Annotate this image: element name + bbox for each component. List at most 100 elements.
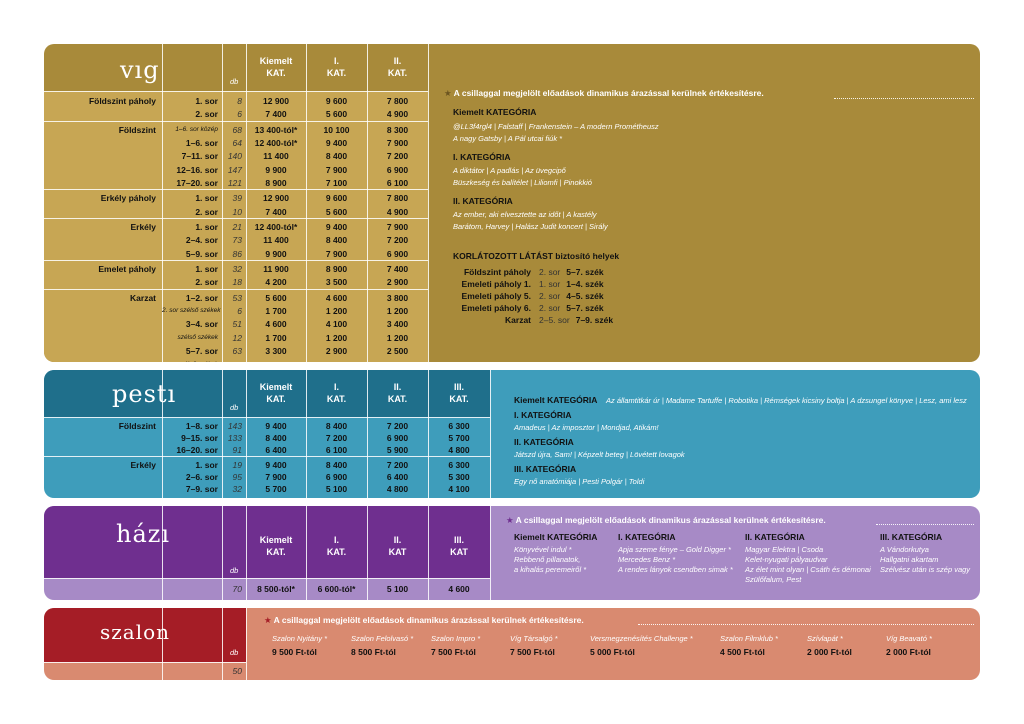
vig-table-row: 2–4. sor 73 11 400 8 400 7 200 xyxy=(44,234,428,246)
vig-price-kat2: 2 900 xyxy=(386,277,409,288)
vig-row-db: 18 xyxy=(232,277,242,288)
vig-row-sor: 2. sor xyxy=(195,206,218,217)
vig-table-row: 2. sor 18 4 200 3 500 2 900 xyxy=(44,276,428,288)
pesti-kiemelt-list: Az államtitkár úr | Madame Tartuffe | Ro… xyxy=(606,396,967,405)
vig-kiemelt-list-1: @LL3f4rgl4 | Falstaff | Frankenstein – A… xyxy=(453,122,659,131)
vig-price-kat2: 7 800 xyxy=(386,96,409,106)
vig-group-separator xyxy=(44,218,428,219)
korlatozott-sor: 2–5. sor xyxy=(539,315,570,325)
vig-row-sor: 1. sor xyxy=(195,264,218,274)
korlatozott-sor: 2. sor xyxy=(539,303,561,313)
pesti-row-sor: 2–6. sor xyxy=(185,472,218,482)
szalon-program-name: Víg Beavató * xyxy=(886,634,932,643)
vig-row-label: Erkély xyxy=(130,222,156,232)
vig-price-kat2: 6 900 xyxy=(386,164,409,175)
pesti-price-kat2: 6 900 xyxy=(386,433,409,443)
pesti-price-kat1: 6 100 xyxy=(325,445,348,455)
szalon-program-name: Szívlapát * xyxy=(807,634,843,643)
vig-price-kat1: 9 600 xyxy=(325,96,348,106)
pesti-row-sor: 9–15. sor xyxy=(181,433,218,443)
pesti-price-kat2: 5 900 xyxy=(386,445,409,455)
pesti-kiemelt-title: Kiemelt KATEGÓRIA xyxy=(514,395,598,405)
pesti-kat3-list: Egy nő anatómiája | Pesti Polgár | Toldi xyxy=(514,477,645,486)
pesti-kat3-title: III. KATEGÓRIA xyxy=(514,464,577,474)
pesti-table-row: 2–6. sor 95 7 900 6 900 6 400 5 300 xyxy=(44,471,490,483)
vig-kat1-list-2: Büszkeség és balítélet | Liliomfi | Pino… xyxy=(453,178,592,187)
szalon-logo: szalon xyxy=(100,620,171,644)
vig-row-db: 51 xyxy=(232,319,242,330)
vig-dynamic-note: ★ A csillaggal megjelölt előadások dinam… xyxy=(444,88,764,98)
vig-row-sor: 2. sor xyxy=(195,109,218,120)
szalon-program-price: 9 500 Ft-tól xyxy=(272,647,317,657)
pesti-price-kat3: 4 100 xyxy=(448,484,470,494)
vig-price-kat2: 3 400 xyxy=(386,319,409,330)
vig-price-kat2: 1 200 xyxy=(367,359,428,362)
pesti-logo: pestı xyxy=(112,380,177,408)
pesti-kat2-title: II. KATEGÓRIA xyxy=(514,437,574,447)
vig-price-kiemelt: 13 400-tól* xyxy=(254,124,298,135)
pesti-price-kiemelt: 7 900 xyxy=(265,472,287,482)
vig-price-kat1: 5 600 xyxy=(325,206,348,217)
pesti-price-kat1: 8 400 xyxy=(325,460,348,470)
vig-price-kat2: 1 200 xyxy=(386,332,409,343)
vig-row-db: 10 xyxy=(232,206,242,217)
vig-row-sor: 1. sor xyxy=(195,193,218,204)
pesti-kat1-list: Amadeus | Az imposztor | Mondjad, Atikám… xyxy=(514,423,659,432)
vig-header-kat2: II. KAT. xyxy=(387,56,408,78)
hazi-category-item: Rebbenő pillanatok, xyxy=(514,555,581,564)
vig-korlatozott-item: Emeleti páholy 6. 2. sor 5–7. szék xyxy=(453,303,604,313)
vig-row-db: 6 xyxy=(222,359,242,362)
vig-price-kat2: 8 300 xyxy=(386,124,409,135)
vig-korlatozott-item: Emeleti páholy 1. 1. sor 1–4. szék xyxy=(453,279,604,289)
korlatozott-szek: 5–7. szék xyxy=(566,267,604,277)
vig-row-label: Erkély páholy xyxy=(100,193,156,204)
hazi-category-title: II. KATEGÓRIA xyxy=(745,532,805,542)
pesti-price-kat3: 5 700 xyxy=(448,433,470,443)
vig-kat2-list-1: Az ember, aki elvesztette az időt | A ka… xyxy=(453,210,597,219)
pesti-table-row: 16–20. sor 91 6 400 6 100 5 900 4 800 xyxy=(44,444,490,456)
vig-price-kiemelt: 9 900 xyxy=(265,248,287,259)
vig-group-separator xyxy=(44,120,428,122)
pesti-row-db: 143 xyxy=(227,421,242,431)
szalon-program-price: 2 000 Ft-tól xyxy=(886,647,931,657)
szalon-count-row: 50 xyxy=(232,666,242,676)
korlatozott-szek: 5–7. szék xyxy=(566,303,604,313)
vig-row-label: Karzat xyxy=(130,292,156,303)
vig-row-db: 21 xyxy=(232,222,242,232)
vig-table-row: 3–4. sor 51 4 600 4 100 3 400 xyxy=(44,318,428,330)
vig-price-kat1: 8 900 xyxy=(325,264,348,274)
vig-group-separator xyxy=(44,260,428,261)
vig-row-label: Emelet páholy xyxy=(98,264,156,274)
vig-price-kat2: 7 900 xyxy=(386,222,409,232)
vig-table-row: 2. sor 10 7 400 5 600 4 900 xyxy=(44,206,428,218)
vig-price-kat2: 7 800 xyxy=(386,193,409,204)
vig-row-sor: 5–9. sor xyxy=(185,248,218,259)
vig-row-db: 8 xyxy=(237,96,242,106)
korlatozott-sor: 2. sor xyxy=(539,267,561,277)
hazi-category-item: a kihalás peremeiről * xyxy=(514,565,587,574)
vig-price-kiemelt: 7 400 xyxy=(265,109,287,120)
hazi-category-item: Szélvész után is szép vagy xyxy=(880,565,971,574)
pesti-row-label: Erkély xyxy=(130,460,156,470)
pesti-table-row: Erkély 1. sor 19 9 400 8 400 7 200 6 300 xyxy=(44,459,490,471)
vig-price-kat1: 7 900 xyxy=(325,248,348,259)
hazi-category-title: I. KATEGÓRIA xyxy=(618,532,676,542)
vig-price-kat1: 9 600 xyxy=(325,193,348,204)
vig-header-kiemelt: Kiemelt KAT. xyxy=(259,56,293,78)
szalon-program-price: 7 500 Ft-tól xyxy=(510,647,555,657)
vig-row-label: Földszint páholy xyxy=(88,96,156,106)
vig-row-db: 140 xyxy=(227,151,242,162)
vig-table-row: Emelet páholy 1. sor 32 11 900 8 900 7 400 xyxy=(44,263,428,275)
vig-group-separator xyxy=(44,189,428,191)
pesti-row-label: Földszint xyxy=(118,421,156,431)
korlatozott-place: Karzat xyxy=(505,315,531,325)
vig-price-kiemelt: 4 600 xyxy=(265,319,287,330)
vig-price-kat1: 2 900 xyxy=(325,346,348,357)
vig-price-kat2: 1 200 xyxy=(386,306,409,316)
vig-logo: vıg xyxy=(120,56,160,84)
vig-row-label: Földszint xyxy=(118,124,156,135)
vig-kat1-title: I. KATEGÓRIA xyxy=(453,152,511,162)
pesti-row-sor: 1. sor xyxy=(195,460,218,470)
vig-kat2-title: II. KATEGÓRIA xyxy=(453,196,513,206)
pesti-price-kat1: 6 900 xyxy=(325,472,348,482)
